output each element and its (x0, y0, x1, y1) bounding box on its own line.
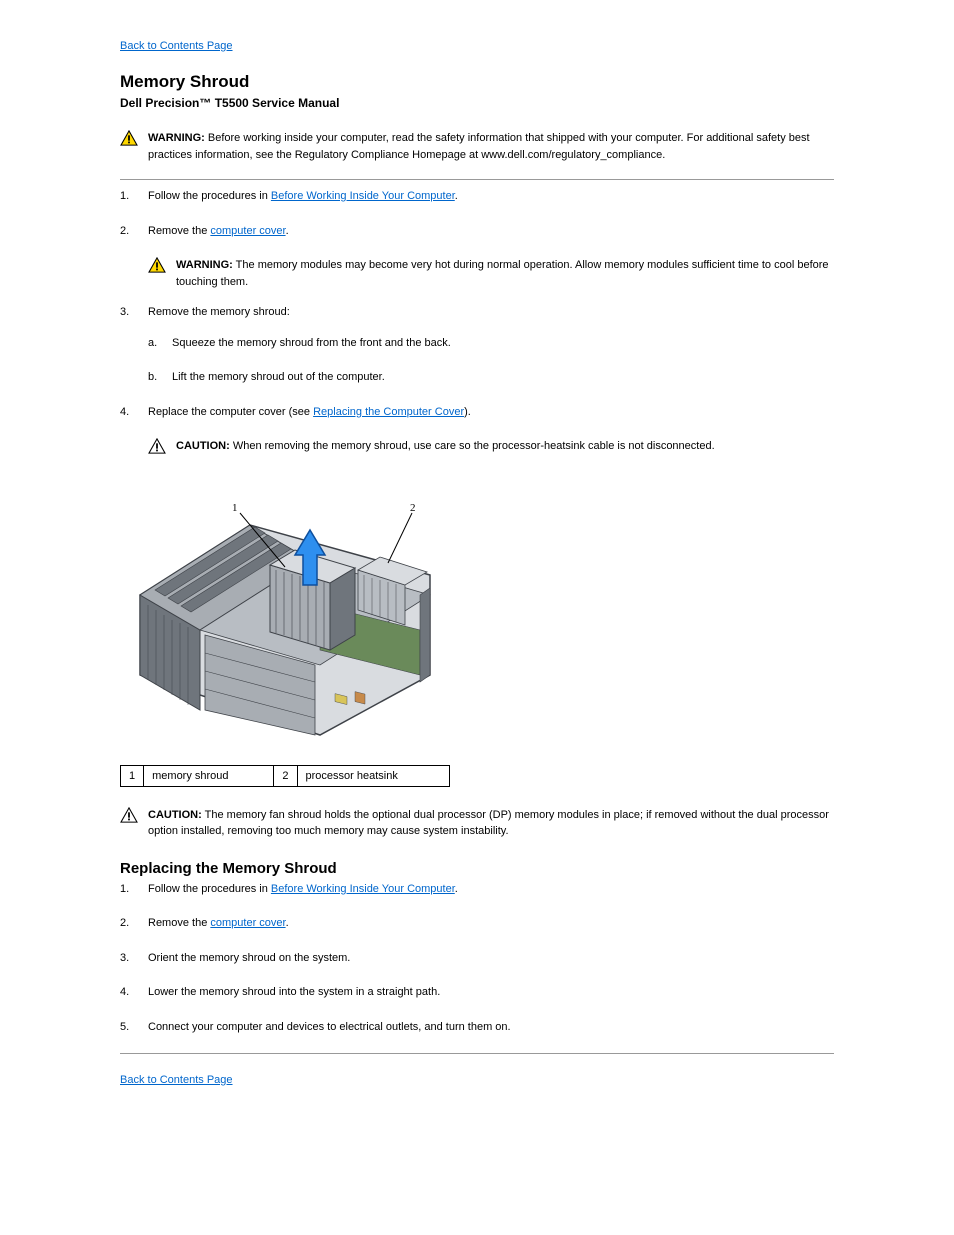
caution-icon (120, 807, 138, 823)
before-working-link-2[interactable]: Before Working Inside Your Computer (271, 883, 455, 895)
replace-step-4: Lower the memory shroud into the system … (120, 984, 834, 1001)
page-title: Memory Shroud (120, 72, 834, 92)
warning-heatsink: WARNING: The memory modules may become v… (148, 257, 834, 290)
step-2: Remove the computer cover. (120, 223, 834, 240)
page-subtitle: Dell Precision™ T5500 Service Manual (120, 96, 834, 110)
back-to-contents-link-bottom[interactable]: Back to Contents Page (120, 1074, 834, 1086)
replace-step-1: Follow the procedures in Before Working … (120, 881, 834, 898)
caution-icon (148, 438, 166, 454)
substeps: Squeeze the memory shroud from the front… (148, 335, 834, 386)
table-cell: 1 (121, 765, 144, 786)
step-3b: Lift the memory shroud out of the comput… (148, 369, 834, 386)
replace-step-3: Orient the memory shroud on the system. (120, 950, 834, 967)
table-cell: processor heatsink (297, 765, 449, 786)
step-4: Replace the computer cover (see Replacin… (120, 404, 834, 421)
step-3: Remove the memory shroud: Squeeze the me… (120, 304, 834, 386)
figure-callout-2: 2 (410, 502, 416, 514)
figure-callout-1: 1 (232, 502, 238, 514)
section-title-replace: Replacing the Memory Shroud (120, 860, 834, 877)
computer-cover-link-2[interactable]: computer cover (210, 917, 285, 929)
procedure-steps: Follow the procedures in Before Working … (120, 188, 834, 239)
caution-difficult: CAUTION: The memory fan shroud holds the… (120, 807, 834, 840)
replace-step-2: Remove the computer cover. (120, 915, 834, 932)
procedure-replace-steps: Follow the procedures in Before Working … (120, 881, 834, 1036)
replace-step-5: Connect your computer and devices to ele… (120, 1019, 834, 1036)
back-to-contents-link-top[interactable]: Back to Contents Page (120, 40, 834, 52)
warning-icon (120, 130, 138, 146)
table-cell: memory shroud (144, 765, 274, 786)
warning-text: WARNING: Before working inside your comp… (148, 130, 834, 163)
before-working-link[interactable]: Before Working Inside Your Computer (271, 190, 455, 202)
warning-text: WARNING: The memory modules may become v… (176, 257, 834, 290)
caution-expose: CAUTION: When removing the memory shroud… (148, 438, 834, 455)
step-3a: Squeeze the memory shroud from the front… (148, 335, 834, 352)
divider (120, 179, 834, 180)
replace-cover-link[interactable]: Replacing the Computer Cover (313, 406, 464, 418)
step-1: Follow the procedures in Before Working … (120, 188, 834, 205)
figure-memory-shroud: 1 2 (120, 475, 834, 755)
caution-text: CAUTION: The memory fan shroud holds the… (148, 807, 834, 840)
warning-safety: WARNING: Before working inside your comp… (120, 130, 834, 163)
parts-callout-table: 1 memory shroud 2 processor heatsink (120, 765, 450, 787)
procedure-steps-cont: Remove the memory shroud: Squeeze the me… (120, 304, 834, 420)
table-cell: 2 (274, 765, 297, 786)
warning-icon (148, 257, 166, 273)
caution-text: CAUTION: When removing the memory shroud… (176, 438, 715, 455)
computer-cover-link[interactable]: computer cover (210, 225, 285, 237)
divider (120, 1053, 834, 1054)
